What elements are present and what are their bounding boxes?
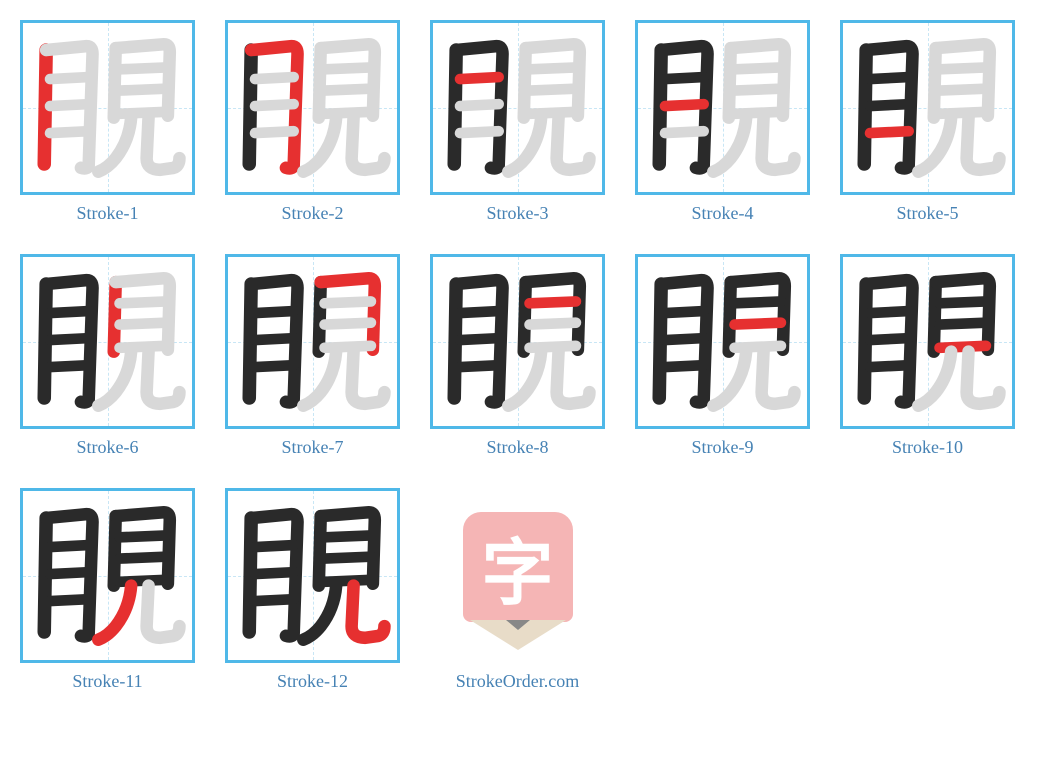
stroke-cell-4: Stroke-4 [635, 20, 810, 224]
stroke-cell-11: Stroke-11 [20, 488, 195, 692]
stroke-label-7: Stroke-7 [282, 437, 344, 458]
stroke-box-1 [20, 20, 195, 195]
stroke-box-10 [840, 254, 1015, 429]
stroke-label-12: Stroke-12 [277, 671, 348, 692]
stroke-box-6 [20, 254, 195, 429]
logo-char: 字 [481, 514, 553, 619]
stroke-box-11 [20, 488, 195, 663]
stroke-label-9: Stroke-9 [692, 437, 754, 458]
logo-box: 字 [430, 488, 605, 663]
stroke-label-3: Stroke-3 [487, 203, 549, 224]
stroke-box-5 [840, 20, 1015, 195]
stroke-box-4 [635, 20, 810, 195]
site-label: StrokeOrder.com [456, 671, 579, 692]
stroke-box-2 [225, 20, 400, 195]
stroke-cell-9: Stroke-9 [635, 254, 810, 458]
stroke-box-9 [635, 254, 810, 429]
stroke-cell-8: Stroke-8 [430, 254, 605, 458]
stroke-label-5: Stroke-5 [897, 203, 959, 224]
pencil-tip-icon [470, 620, 566, 650]
stroke-label-11: Stroke-11 [72, 671, 142, 692]
stroke-cell-1: Stroke-1 [20, 20, 195, 224]
logo-cell: 字 StrokeOrder.com [430, 488, 605, 692]
stroke-label-4: Stroke-4 [692, 203, 754, 224]
stroke-box-12 [225, 488, 400, 663]
stroke-box-8 [430, 254, 605, 429]
stroke-grid: Stroke-1 Stroke-2 Stroke-3 Stroke-4 Stroke-5… [20, 20, 1030, 692]
stroke-box-3 [430, 20, 605, 195]
stroke-label-8: Stroke-8 [487, 437, 549, 458]
logo-badge: 字 [463, 512, 573, 622]
stroke-box-7 [225, 254, 400, 429]
stroke-label-2: Stroke-2 [282, 203, 344, 224]
stroke-cell-10: Stroke-10 [840, 254, 1015, 458]
stroke-cell-3: Stroke-3 [430, 20, 605, 224]
stroke-cell-2: Stroke-2 [225, 20, 400, 224]
stroke-cell-12: Stroke-12 [225, 488, 400, 692]
stroke-cell-6: Stroke-6 [20, 254, 195, 458]
stroke-cell-7: Stroke-7 [225, 254, 400, 458]
stroke-label-10: Stroke-10 [892, 437, 963, 458]
stroke-label-1: Stroke-1 [77, 203, 139, 224]
stroke-label-6: Stroke-6 [77, 437, 139, 458]
stroke-cell-5: Stroke-5 [840, 20, 1015, 224]
